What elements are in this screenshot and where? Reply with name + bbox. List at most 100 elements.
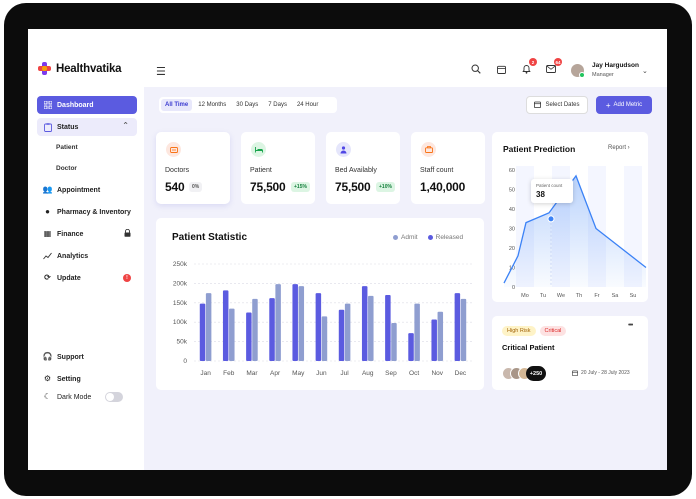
x-tick-label: Nov bbox=[431, 370, 443, 377]
y-tick-label: 0 bbox=[512, 285, 515, 291]
sidebar-item-support[interactable]: 🎧 Support bbox=[37, 348, 137, 366]
chart-legend: Admit Released bbox=[393, 234, 463, 241]
tab-24-hour[interactable]: 24 Hour bbox=[296, 102, 319, 108]
logo[interactable]: Healthvatika bbox=[38, 62, 122, 75]
line-chart: 6050403020100MoTuWeThFrSaSu bbox=[503, 166, 647, 299]
time-filter-tabs: All Time 12 Months 30 Days 7 Days 24 Hou… bbox=[159, 97, 337, 113]
y-tick-label: 100k bbox=[173, 319, 188, 326]
select-dates-label: Select Dates bbox=[545, 102, 580, 108]
stat-card-doctors[interactable]: Doctors 540 0% bbox=[156, 132, 230, 204]
more-options-icon[interactable]: ••• bbox=[628, 322, 633, 329]
bell-icon[interactable]: 2 bbox=[519, 58, 537, 76]
tab-30-days[interactable]: 30 Days bbox=[236, 102, 259, 108]
sidebar-subitem-doctor[interactable]: Doctor bbox=[56, 165, 77, 172]
avatar[interactable] bbox=[571, 64, 585, 78]
chevron-up-icon[interactable]: ⌃ bbox=[122, 121, 129, 130]
x-tick-label: Fr bbox=[594, 293, 599, 299]
sidebar-item-status[interactable]: Status ⌃ bbox=[37, 118, 137, 136]
stat-value: 75,500 bbox=[335, 180, 371, 194]
y-tick-label: 60 bbox=[509, 168, 515, 174]
stat-card-staff[interactable]: Staff count 1,40,000 bbox=[411, 132, 485, 204]
stat-label: Bed Availably bbox=[335, 167, 377, 174]
tag-high-risk: High Risk bbox=[502, 326, 536, 336]
y-tick-label: 0 bbox=[183, 358, 187, 365]
sidebar-item-update[interactable]: ⟳ Update ! bbox=[37, 269, 137, 287]
y-tick-label: 50k bbox=[177, 339, 188, 346]
tab-7-days[interactable]: 7 Days bbox=[268, 102, 287, 108]
report-label: Report bbox=[608, 145, 627, 151]
dark-mode-toggle[interactable] bbox=[105, 392, 123, 402]
chart-icon bbox=[43, 252, 52, 261]
stat-card-bed[interactable]: Bed Availably 75,500 +10% bbox=[326, 132, 400, 204]
sidebar-item-pharmacy[interactable]: ● Pharmacy & Inventory bbox=[37, 203, 137, 221]
sidebar-item-label: Setting bbox=[57, 375, 81, 383]
add-metric-button[interactable]: + Add Metric bbox=[596, 96, 652, 114]
tooltip-value: 38 bbox=[536, 190, 545, 199]
sidebar-item-label: Analytics bbox=[57, 252, 89, 260]
bar-released bbox=[431, 319, 437, 361]
tab-12-months[interactable]: 12 Months bbox=[198, 102, 227, 108]
bar-admit bbox=[344, 303, 351, 361]
sidebar-item-dashboard[interactable]: Dashboard bbox=[37, 96, 137, 114]
bell-badge: 2 bbox=[529, 58, 537, 66]
y-tick-label: 150k bbox=[173, 300, 188, 307]
stat-label: Staff count bbox=[420, 167, 454, 174]
sidebar-item-appointment[interactable]: 👥 Appointment bbox=[37, 181, 137, 199]
menu-icon[interactable]: ☰ bbox=[156, 66, 166, 78]
tab-all-time[interactable]: All Time bbox=[161, 99, 193, 111]
chart-title: Patient Statistic bbox=[172, 232, 248, 243]
bar-admit bbox=[298, 286, 305, 361]
avatar-group[interactable]: +250 bbox=[502, 366, 548, 381]
chevron-down-icon[interactable]: ⌄ bbox=[642, 68, 648, 75]
bar-admit bbox=[437, 311, 444, 361]
bar-admit bbox=[391, 322, 397, 361]
search-icon[interactable] bbox=[469, 62, 483, 76]
users-icon: 👥 bbox=[42, 185, 53, 194]
sidebar-item-label: Appointment bbox=[57, 186, 101, 194]
bar-admit bbox=[252, 298, 258, 361]
user-role: Manager bbox=[592, 72, 614, 78]
tag-row: High Risk Critical bbox=[502, 326, 567, 336]
bar-released bbox=[338, 309, 345, 361]
x-tick-label: May bbox=[292, 370, 305, 377]
bar-admit bbox=[205, 293, 212, 361]
stat-value: 540 bbox=[165, 180, 185, 194]
critical-title: Critical Patient bbox=[502, 343, 555, 352]
chart-tooltip: Patient count 38 bbox=[531, 179, 573, 203]
gear-icon: ⚙ bbox=[43, 374, 52, 383]
dark-mode-label: Dark Mode bbox=[57, 393, 92, 401]
briefcase-icon bbox=[421, 142, 436, 157]
calendar-icon[interactable] bbox=[494, 62, 508, 76]
stat-card-patient[interactable]: Patient 75,500 +15% bbox=[241, 132, 315, 204]
sidebar-item-analytics[interactable]: Analytics bbox=[37, 247, 137, 265]
date-range: 20 July - 28 July 2023 bbox=[572, 370, 630, 376]
legend-dot-released bbox=[427, 235, 433, 240]
y-tick-label: 30 bbox=[509, 227, 515, 233]
sidebar-item-label: Finance bbox=[57, 230, 84, 238]
top-bar: ☰ 2 64 Jay Hargudson Manager ⌄ bbox=[144, 29, 667, 87]
hover-point[interactable] bbox=[547, 215, 555, 223]
mail-icon[interactable]: 64 bbox=[544, 58, 562, 76]
critical-patient-card: High Risk Critical ••• Critical Patient … bbox=[492, 316, 648, 390]
sidebar-item-label: Dashboard bbox=[57, 101, 94, 109]
tag-critical: Critical bbox=[539, 326, 567, 336]
x-tick-label: Jan bbox=[200, 370, 211, 377]
sidebar-item-setting[interactable]: ⚙ Setting bbox=[37, 370, 137, 388]
x-tick-label: Apr bbox=[270, 370, 281, 377]
bar-released bbox=[222, 290, 229, 361]
logo-mark-icon bbox=[38, 62, 51, 75]
select-dates-button[interactable]: Select Dates bbox=[526, 96, 588, 114]
bar-admit bbox=[368, 295, 374, 361]
bar-admit bbox=[414, 303, 420, 361]
sidebar-subitem-patient[interactable]: Patient bbox=[56, 144, 78, 151]
bar-released bbox=[269, 298, 275, 361]
x-tick-label: Sep bbox=[385, 370, 397, 377]
report-link[interactable]: Report › bbox=[608, 145, 630, 151]
sidebar-item-finance[interactable]: ▦ Finance bbox=[37, 225, 137, 243]
bar-admit bbox=[321, 316, 328, 361]
x-tick-label: Feb bbox=[223, 370, 235, 377]
refresh-icon: ⟳ bbox=[44, 273, 51, 282]
x-tick-label: Jul bbox=[340, 370, 349, 377]
dark-mode-row: ☾ Dark Mode bbox=[37, 388, 101, 406]
y-tick-label: 40 bbox=[509, 207, 515, 213]
